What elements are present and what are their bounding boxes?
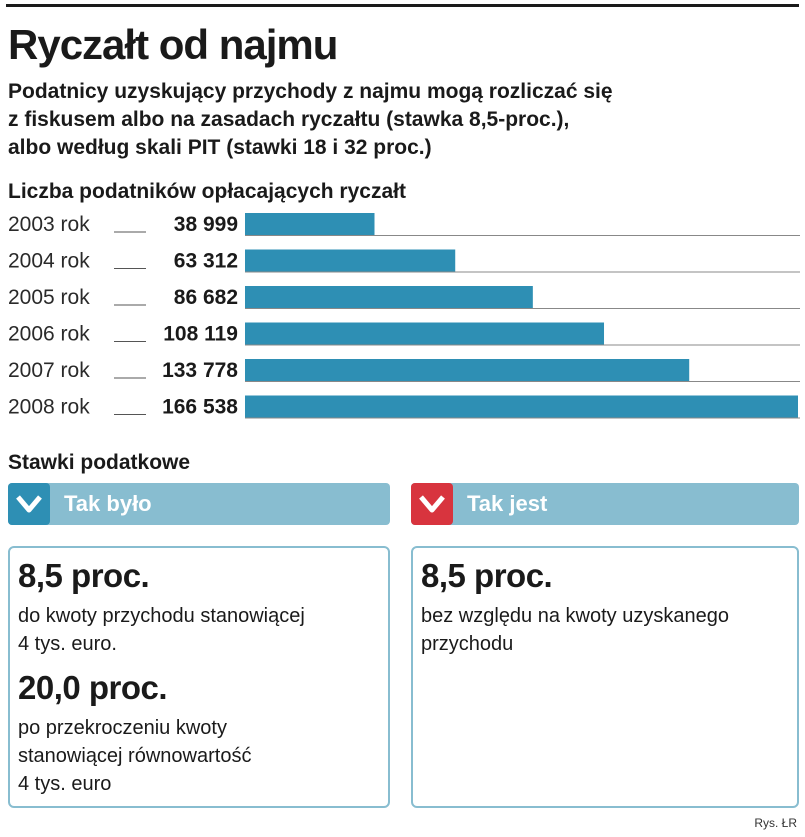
category-label: 2006 rok	[8, 323, 90, 346]
category-label: 2004 rok	[8, 250, 90, 273]
page-subtitle: Podatnicy uzyskujący przychody z najmu m…	[8, 80, 613, 159]
bar	[245, 249, 456, 272]
data-label: 133 778	[162, 359, 238, 382]
bar	[245, 322, 605, 345]
bar-chart: 2003 rok 38 999 2004 rok 63 312 2005 rok 86 6…	[8, 213, 800, 419]
data-label: 86 682	[174, 286, 238, 309]
tab-before: Tak było	[8, 483, 390, 525]
tab-now-label: Tak jest	[467, 491, 548, 516]
rate-description: bez względu na kwoty uzyskanego przychod…	[421, 605, 729, 655]
rate-description: do kwoty przychodu stanowiącej 4 tys. eu…	[18, 605, 305, 655]
chart-title: Liczba podatników opłacających ryczałt	[8, 180, 406, 203]
check-icon	[411, 483, 453, 525]
credit: Rys. ŁR	[754, 816, 797, 830]
category-label: 2003 rok	[8, 213, 90, 236]
tab-before-label: Tak było	[64, 491, 152, 516]
bar	[245, 213, 375, 235]
top-rule	[6, 4, 799, 7]
data-label: 38 999	[174, 213, 238, 236]
box-now: 8,5 proc. bez względu na kwoty uzyskaneg…	[411, 546, 799, 808]
check-icon	[8, 483, 50, 525]
bar	[245, 395, 798, 418]
tab-now: Tak jest	[411, 483, 799, 525]
rate-description: po przekroczeniu kwoty stanowiącej równo…	[18, 717, 252, 795]
category-label: 2005 rok	[8, 286, 90, 309]
box-before: 8,5 proc. do kwoty przychodu stanowiącej…	[8, 546, 390, 808]
category-label: 2007 rok	[8, 359, 90, 382]
data-label: 63 312	[174, 250, 238, 273]
rate-value: 8,5 proc.	[421, 557, 553, 594]
rate-value: 8,5 proc.	[18, 557, 150, 594]
bar	[245, 286, 533, 308]
category-label: 2008 rok	[8, 396, 90, 419]
data-label: 166 538	[162, 396, 238, 419]
rates-section-title: Stawki podatkowe	[8, 451, 191, 474]
rate-value: 20,0 proc.	[18, 669, 168, 706]
data-label: 108 119	[163, 323, 238, 346]
bar	[245, 359, 690, 381]
page-title: Ryczałt od najmu	[8, 21, 338, 68]
